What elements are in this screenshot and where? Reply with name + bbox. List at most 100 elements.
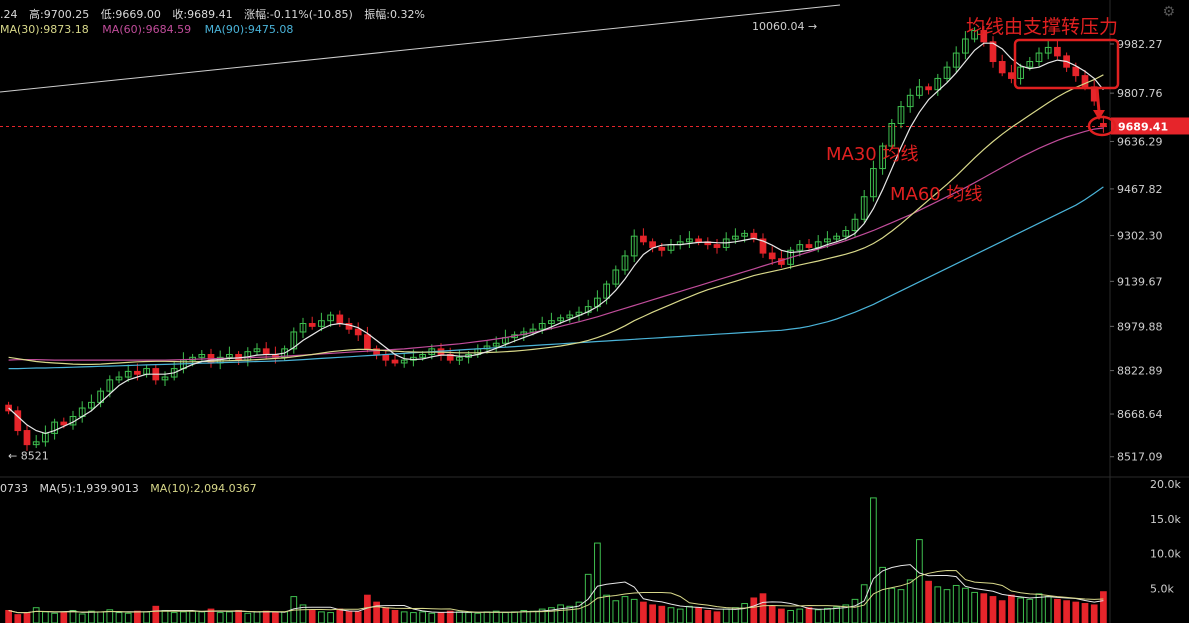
candle-body [382,354,390,361]
candle-body [934,77,942,91]
candle-body [318,320,325,327]
candle-body [327,314,334,322]
current-price-tag [1111,117,1189,135]
candle-body [492,342,500,347]
candle-body [732,235,739,240]
volume-bar [428,612,436,623]
volume-bar [502,612,509,623]
volume-bar [980,593,988,623]
volume-bar [492,610,500,623]
candle-body [888,123,896,147]
volume-bar [198,611,206,623]
volume-bar [1035,593,1043,623]
volume-bar [851,598,859,623]
volume-bar [244,612,252,623]
y-tick-label: 9807.76 [1117,87,1163,100]
volume-bar [272,612,279,623]
volume-bar [511,611,518,623]
volume-tick-label: 15.0k [1150,513,1181,526]
candle-body [161,376,169,381]
volume-bar [1100,591,1107,623]
y-tick-label: 9302.30 [1117,230,1163,243]
candle-body [354,328,362,336]
volume-bar [446,610,454,623]
candle-body [336,314,344,325]
candle-body [759,238,767,254]
candle-body [124,370,132,378]
volume-bar [686,605,693,623]
volume-bar [345,610,353,623]
annotation-ma30: MA30 均线 [826,144,919,165]
volume-bar [1017,597,1024,623]
volume-bar [989,596,997,623]
candle-body [980,30,988,43]
volume-bar [925,580,932,623]
ma90-line [8,186,1104,370]
volume-bar [1063,600,1070,623]
candle-body [115,376,123,381]
volume-bar [778,608,785,623]
candle-body [88,401,95,409]
volume-bar [1090,604,1098,623]
candle-body [943,66,951,79]
candle-body [686,238,693,243]
candle-body [14,410,22,432]
volume-bar [308,609,316,623]
volume-bar [759,593,767,623]
candle-body [557,317,564,322]
y-tick-label: 9139.67 [1117,275,1163,288]
candle-body [1100,123,1107,128]
volume-bar [621,596,629,623]
candle-body [134,370,141,375]
candle-body [308,323,316,327]
open-value: .24 [0,8,18,21]
candle-body [989,41,997,63]
low-marker: ← 8521 [8,450,49,463]
volume-bar [327,612,334,623]
price-info-bar: .24 高:9700.25 低:9669.00 收:9689.41 涨幅:-0.… [0,6,433,22]
volume-bar [1026,598,1034,623]
candle-body [805,244,813,248]
candle-body [1017,66,1024,79]
candle-body [630,235,638,257]
volume-bar [170,612,178,623]
candle-body [1026,61,1034,68]
volume-bar [88,610,95,623]
volume-bar [32,607,40,623]
volume-bar [483,611,491,623]
volume-bar [658,605,666,623]
settings-gear-icon[interactable]: ⚙ [1162,4,1175,20]
candle-body [658,246,666,251]
volume-bar [5,609,12,623]
volume-bar [42,611,49,623]
volume-bar [787,609,794,623]
candle-body [538,323,546,330]
trend-line [0,4,841,93]
volume-bar [78,613,86,623]
volume-bar [124,612,132,623]
candle-body [906,94,914,108]
y-tick-label: 8822.89 [1117,365,1163,378]
volume-bar [860,584,868,623]
volume-bar [704,609,712,623]
high-marker: 10060.04 → [752,20,817,33]
volume-bar [768,605,776,623]
volume-tick-label: 5.0k [1150,582,1174,595]
candle-body [824,238,831,243]
volume-ma10-legend: MA(10):2,094.0367 [150,482,257,495]
candle-body [1035,52,1043,63]
volume-bar [566,605,574,623]
volume-bar [1008,594,1015,623]
candle-body [364,334,371,350]
candle-body [51,421,58,434]
candle-body [998,61,1006,74]
candle-body [1044,46,1052,54]
volume-bar [998,600,1006,623]
annotation-box [1013,38,1120,90]
volume-bar [916,539,923,623]
volume-bar [23,612,31,623]
low-value: 低:9669.00 [100,8,161,21]
volume-bar [419,611,426,623]
volume-bar [897,589,905,623]
